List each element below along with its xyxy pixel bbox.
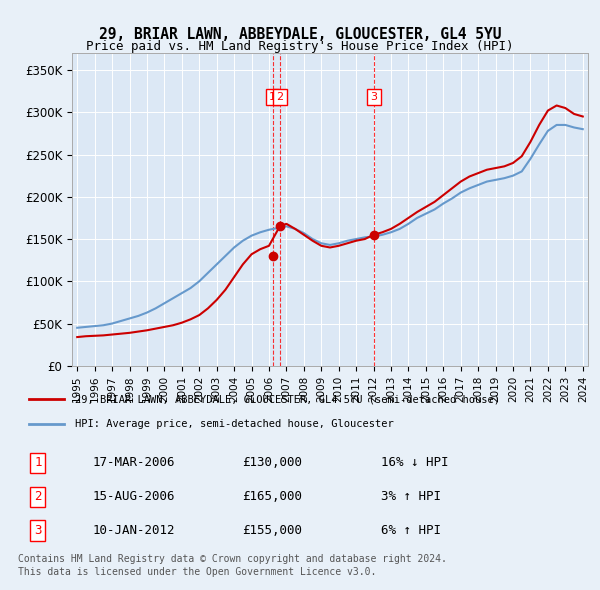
Text: 3: 3 (371, 92, 377, 102)
Text: £165,000: £165,000 (242, 490, 302, 503)
Text: 17-MAR-2006: 17-MAR-2006 (92, 457, 175, 470)
Text: 29, BRIAR LAWN, ABBEYDALE, GLOUCESTER, GL4 5YU: 29, BRIAR LAWN, ABBEYDALE, GLOUCESTER, G… (99, 27, 501, 41)
Text: Contains HM Land Registry data © Crown copyright and database right 2024.: Contains HM Land Registry data © Crown c… (18, 554, 447, 564)
Text: 3% ↑ HPI: 3% ↑ HPI (380, 490, 440, 503)
Text: 6% ↑ HPI: 6% ↑ HPI (380, 524, 440, 537)
Text: This data is licensed under the Open Government Licence v3.0.: This data is licensed under the Open Gov… (18, 567, 376, 577)
Text: 1: 1 (269, 92, 276, 102)
Text: 2: 2 (34, 490, 41, 503)
Text: HPI: Average price, semi-detached house, Gloucester: HPI: Average price, semi-detached house,… (76, 419, 394, 429)
Text: 16% ↓ HPI: 16% ↓ HPI (380, 457, 448, 470)
Text: £130,000: £130,000 (242, 457, 302, 470)
Text: 3: 3 (34, 524, 41, 537)
Text: Price paid vs. HM Land Registry's House Price Index (HPI): Price paid vs. HM Land Registry's House … (86, 40, 514, 53)
Text: £155,000: £155,000 (242, 524, 302, 537)
Text: 1: 1 (34, 457, 41, 470)
Text: 15-AUG-2006: 15-AUG-2006 (92, 490, 175, 503)
Text: 29, BRIAR LAWN, ABBEYDALE, GLOUCESTER, GL4 5YU (semi-detached house): 29, BRIAR LAWN, ABBEYDALE, GLOUCESTER, G… (76, 394, 500, 404)
Text: 2: 2 (276, 92, 283, 102)
Text: 10-JAN-2012: 10-JAN-2012 (92, 524, 175, 537)
